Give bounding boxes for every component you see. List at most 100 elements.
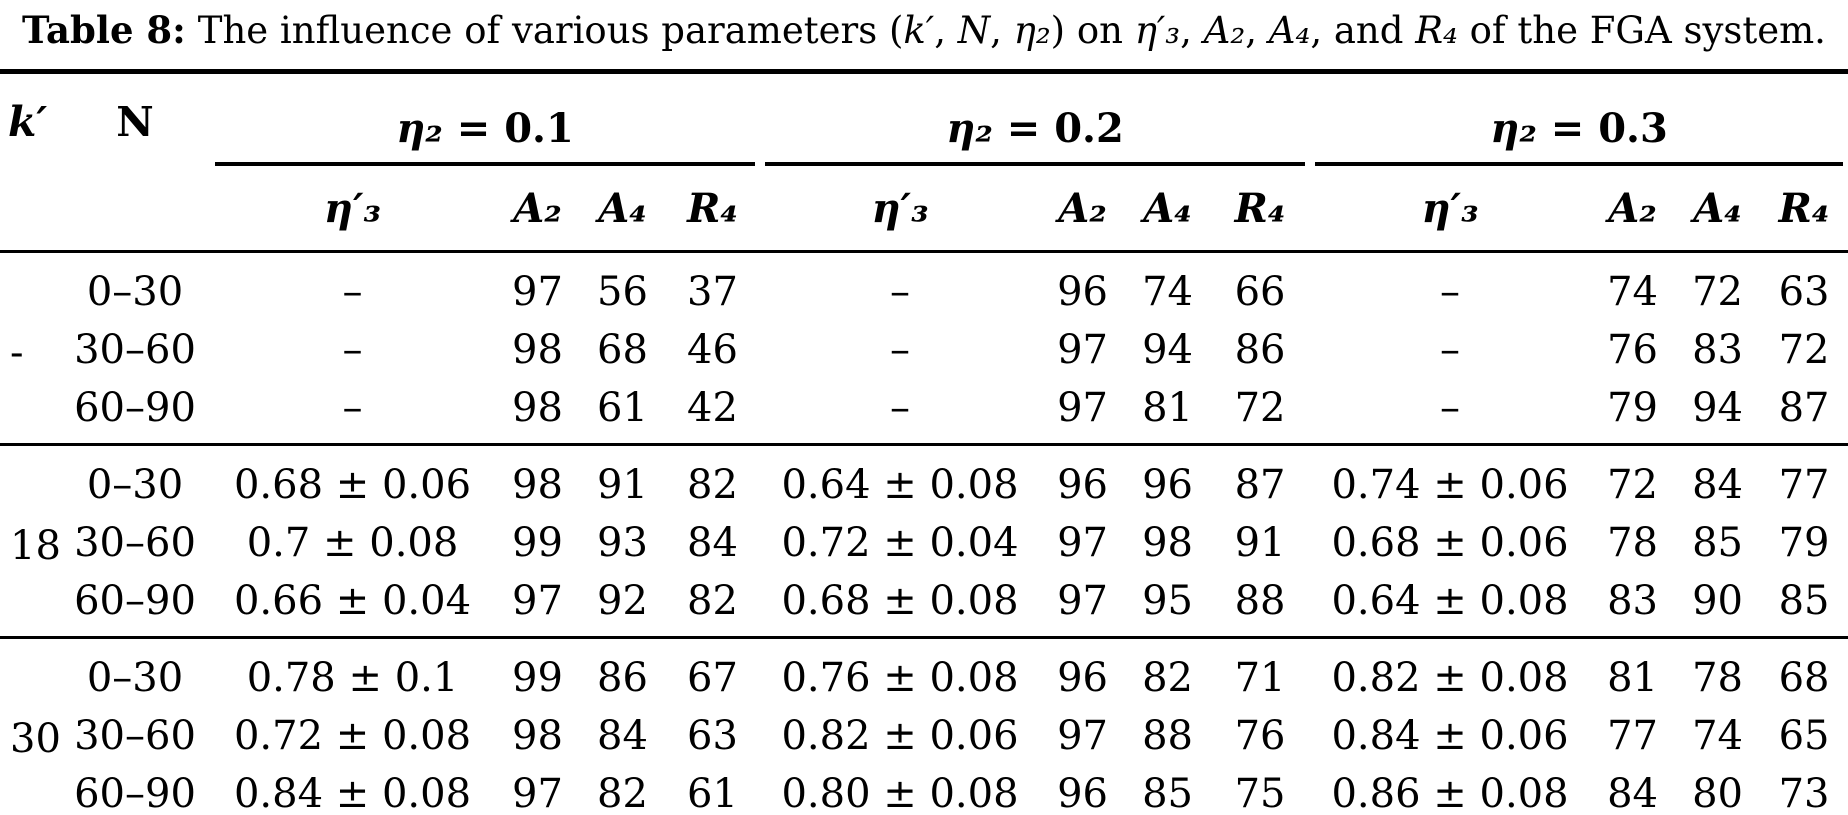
table-cell: 99 — [512, 520, 563, 566]
subheader-a2-g3: A₂ — [1590, 166, 1676, 253]
table-cell: 0.68 ± 0.06 — [233, 462, 472, 508]
table-cell: 0.74 ± 0.06 — [1331, 462, 1569, 508]
table-cell: – — [890, 327, 911, 373]
table-cell: 37 — [687, 269, 738, 315]
subheader-a2-g1: A₂ — [495, 166, 580, 253]
n-range-cell: 30–60 — [74, 713, 196, 759]
table-cell: 0.7 ± 0.08 — [246, 520, 459, 566]
data-table: k′ N η₂ = 0.1 η₂ = 0.2 η₂ = 0.3 η′₃ A₂ A₄ R… — [0, 69, 1848, 815]
table-row: 30–60 0.7 ± 0.08 99 93 84 0.72 ± 0.04 97 98 91 0.… — [0, 514, 1848, 572]
table-cell: 81 — [1142, 385, 1193, 431]
table-cell: 92 — [597, 578, 648, 624]
table-cell: 0.72 ± 0.08 — [233, 713, 472, 759]
table-cell: 74 — [1142, 269, 1193, 315]
table-cell: – — [342, 269, 363, 315]
n-range-cell: 30–60 — [74, 520, 196, 566]
n-range-cell: 60–90 — [74, 385, 196, 431]
table-cell: 63 — [687, 713, 738, 759]
table-cell: 88 — [1234, 578, 1286, 624]
n-range-cell: 0–30 — [86, 462, 184, 508]
table-cell: 97 — [1057, 713, 1108, 759]
table-cell: 97 — [1057, 385, 1108, 431]
table-cell: 79 — [1778, 520, 1830, 566]
table-cell: 91 — [1234, 520, 1286, 566]
subheader-r4-g2: R₄ — [1210, 166, 1311, 253]
table-cell: 0.64 ± 0.08 — [1331, 578, 1569, 624]
group-var: η₂ — [1490, 105, 1537, 152]
table-cell: 76 — [1607, 327, 1658, 373]
table-cell: 88 — [1142, 713, 1193, 759]
n-range-cell: 60–90 — [74, 578, 196, 624]
table-cell: 99 — [512, 655, 563, 701]
table-cell: 46 — [687, 327, 738, 373]
table-cell: 86 — [597, 655, 648, 701]
table-cell: 72 — [1692, 269, 1743, 315]
table-cell: 74 — [1607, 269, 1658, 315]
table-cell: 0.68 ± 0.08 — [781, 578, 1019, 624]
table-cell: – — [342, 385, 363, 431]
subheader-r4-g3: R₄ — [1760, 166, 1848, 253]
caption-label: Table 8: — [22, 8, 186, 52]
caption-math-symbol: η₂ — [1013, 9, 1051, 52]
table-cell: 0.84 ± 0.08 — [233, 771, 472, 815]
table-cell: 78 — [1692, 655, 1743, 701]
table-cell: 96 — [1057, 269, 1108, 315]
table-cell: 72 — [1778, 327, 1830, 373]
table-cell: 66 — [1234, 269, 1286, 315]
table-cell: – — [1440, 327, 1461, 373]
caption-math-symbol: k′ — [903, 9, 935, 52]
subheader-empty — [0, 166, 60, 253]
table-cell: 97 — [512, 771, 563, 815]
caption-math-symbol: η′₃ — [1134, 9, 1181, 52]
table-row: 60–90 0.66 ± 0.04 97 92 82 0.68 ± 0.08 97 95 88 0… — [0, 572, 1848, 638]
caption-math-symbol: A₄ — [1268, 9, 1311, 52]
caption-math-symbol: A₂ — [1203, 9, 1246, 52]
table-cell: – — [890, 385, 911, 431]
table-cell: 82 — [1142, 655, 1193, 701]
table-cell: 76 — [1234, 713, 1286, 759]
caption-math-symbol: R₄ — [1415, 9, 1458, 52]
table-cell: 94 — [1142, 327, 1193, 373]
table-cell: 0.66 ± 0.04 — [233, 578, 472, 624]
table-cell: 77 — [1778, 462, 1830, 508]
kprime-cell: 30 — [10, 716, 61, 762]
kprime-cell: 18 — [10, 523, 61, 569]
table-cell: 65 — [1778, 713, 1830, 759]
caption-segment: ) on — [1050, 9, 1135, 52]
column-header-kprime: k′ — [8, 98, 48, 146]
table-row: 30–60 0.72 ± 0.08 98 84 63 0.82 ± 0.06 97 88 76 0… — [0, 707, 1848, 765]
table-cell: 85 — [1142, 771, 1193, 815]
table-cell: 98 — [512, 713, 563, 759]
table-cell: 84 — [1607, 771, 1658, 815]
table-cell: 96 — [1057, 462, 1108, 508]
table-cell: 42 — [687, 385, 738, 431]
table-cell: 0.80 ± 0.08 — [781, 771, 1019, 815]
group-value: = 0.3 — [1536, 105, 1668, 152]
table-cell: 67 — [687, 655, 738, 701]
subheader-eta3prime-g2: η′₃ — [760, 166, 1041, 253]
table-cell: 96 — [1057, 655, 1108, 701]
table-cell: 80 — [1692, 771, 1743, 815]
table-cell: 61 — [597, 385, 648, 431]
table-cell: 98 — [1142, 520, 1193, 566]
table-cell: 0.82 ± 0.06 — [781, 713, 1019, 759]
caption-segment: , — [934, 9, 958, 52]
group-var: η₂ — [946, 105, 993, 152]
table-cell: 0.76 ± 0.08 — [781, 655, 1019, 701]
table-cell: 0.86 ± 0.08 — [1331, 771, 1569, 815]
subheader-a4-g1: A₄ — [580, 166, 665, 253]
table-cell: 97 — [1057, 327, 1108, 373]
group-header-eta2-03: η₂ = 0.3 — [1310, 72, 1848, 166]
table-cell: 68 — [1778, 655, 1830, 701]
caption-text: The influence of various parameters (k′,… — [198, 9, 1826, 52]
table-cell: 86 — [1234, 327, 1286, 373]
table-cell: – — [342, 327, 363, 373]
table-cell: 84 — [687, 520, 738, 566]
table-cell: 0.84 ± 0.06 — [1331, 713, 1569, 759]
table-cell: 97 — [512, 578, 563, 624]
table-cell: – — [1440, 269, 1461, 315]
table-row: 30–60 – 98 68 46 – 97 94 86 – 76 83 72 — [0, 321, 1848, 379]
table-cell: 63 — [1778, 269, 1830, 315]
table-cell: 56 — [597, 269, 648, 315]
table-cell: 72 — [1607, 462, 1658, 508]
